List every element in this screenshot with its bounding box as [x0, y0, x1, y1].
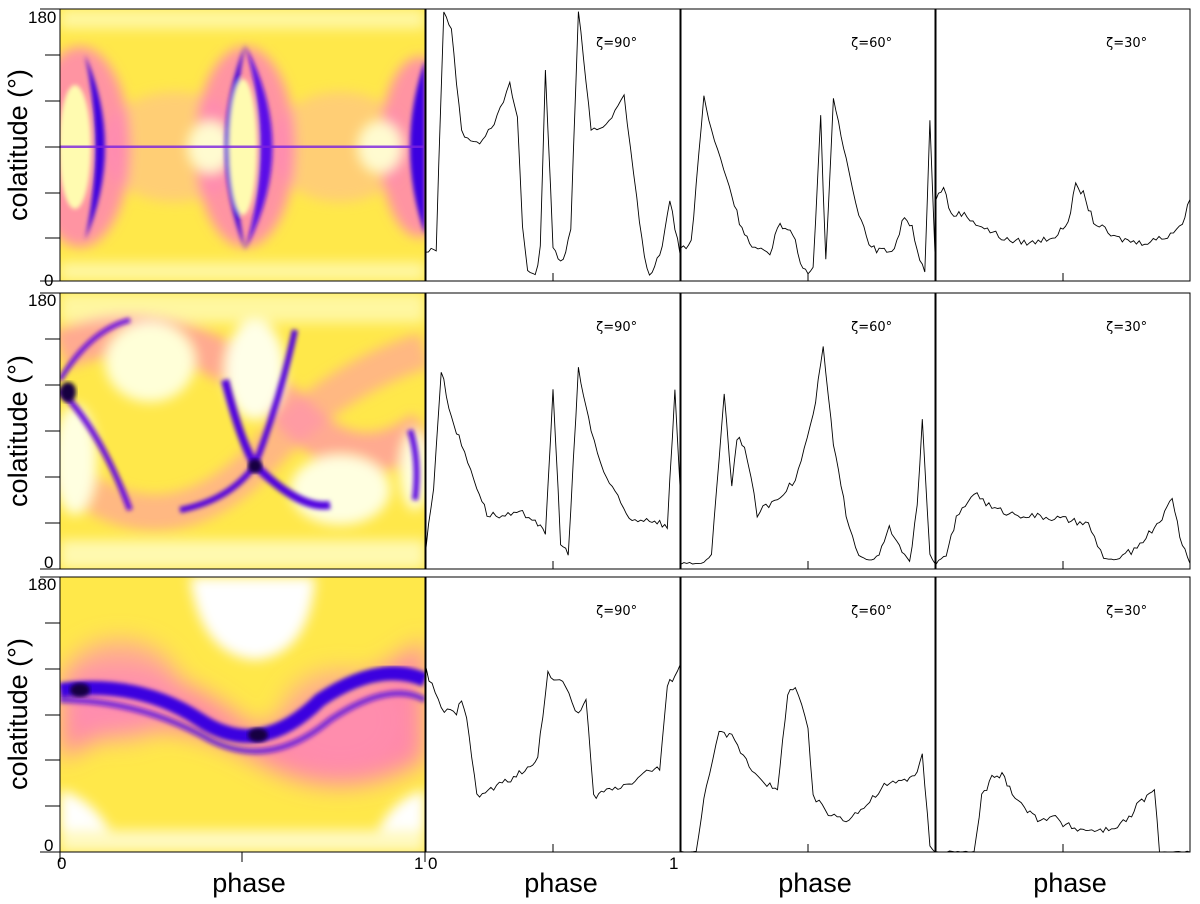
panel-frame — [425, 576, 681, 853]
x-tick-0-panel-col-1: 0 — [428, 854, 437, 873]
zeta-annotation: ζ=90° — [596, 320, 637, 335]
y-axis-label-row-1: colatitude (°) — [3, 69, 33, 221]
y-tick-180-row-3: 180 — [28, 575, 56, 594]
panel-frame — [680, 292, 936, 570]
light-curve-line — [680, 346, 936, 565]
light-curve-panel-r1-c1: ζ=90° — [425, 8, 681, 282]
x-tick-0-heatmap: 0 — [57, 854, 66, 873]
y-axis-label-row-3: colatitude (°) — [3, 638, 33, 790]
x-axis-label-col-1: phase — [524, 868, 598, 898]
light-curve-line — [425, 367, 681, 556]
light-curve-panels: ζ=90° ζ=60° ζ=30° ζ=90° ζ=60° ζ=30° ζ=90° ζ=60°… — [425, 8, 1191, 853]
x-axis-label-col-3: phase — [1033, 868, 1107, 898]
y-tick-0-row-3: 0 — [44, 836, 53, 855]
zeta-annotation: ζ=30° — [1106, 320, 1147, 335]
light-curve-panel-r1-c3: ζ=30° — [935, 8, 1191, 282]
light-curve-panel-r3-c2: ζ=60° — [680, 576, 936, 853]
heatmap-frame-row-1 — [59, 8, 426, 282]
light-curve-line — [935, 181, 1191, 246]
panel-frame — [935, 576, 1191, 853]
x-axis-label-col-2: phase — [778, 868, 852, 898]
heatmap-x-ticks — [59, 852, 426, 862]
light-curve-line — [935, 771, 1191, 853]
light-curve-line — [425, 664, 681, 800]
light-curve-line — [680, 686, 936, 853]
zeta-annotation: ζ=60° — [851, 320, 892, 335]
light-curve-line — [425, 11, 681, 276]
y-tick-180-row-1: 180 — [28, 8, 56, 27]
zeta-annotation: ζ=90° — [596, 36, 637, 51]
heatmap-row-1 — [60, 9, 425, 281]
light-curve-panel-r2-c1: ζ=90° — [425, 292, 681, 570]
panel-frame — [680, 576, 936, 853]
x-tick-1-panel-col-1: 1 — [669, 854, 678, 873]
panel-frame — [935, 8, 1191, 282]
panel-frame — [680, 8, 936, 282]
light-curve-panel-r3-c3: ζ=30° — [935, 576, 1191, 853]
heatmap-row-2 — [60, 293, 425, 569]
y-tick-0-row-2: 0 — [44, 553, 53, 572]
panel-frame — [425, 292, 681, 570]
zeta-annotation: ζ=30° — [1106, 36, 1147, 51]
y-axis-label-row-2: colatitude (°) — [3, 355, 33, 507]
light-curve-line — [935, 492, 1191, 565]
zeta-annotation: ζ=90° — [596, 604, 637, 619]
heatmap-row-3 — [60, 577, 425, 852]
panel-frame — [425, 8, 681, 282]
x-axis-label-col-0: phase — [212, 868, 286, 898]
light-curve-panel-r1-c2: ζ=60° — [680, 8, 936, 282]
zeta-annotation: ζ=60° — [851, 36, 892, 51]
y-tick-180-row-2: 180 — [28, 291, 56, 310]
zeta-annotation: ζ=60° — [851, 604, 892, 619]
light-curve-panel-r2-c2: ζ=60° — [680, 292, 936, 570]
light-curve-panel-r2-c3: ζ=30° — [935, 292, 1191, 570]
light-curve-line — [680, 95, 936, 275]
x-tick-1-heatmap: 1 — [414, 854, 423, 873]
light-curve-panel-r3-c1: ζ=90° — [425, 576, 681, 853]
panel-frame — [935, 292, 1191, 570]
zeta-annotation: ζ=30° — [1106, 604, 1147, 619]
heatmap-y-ticks — [40, 8, 60, 853]
y-tick-0-row-1: 0 — [44, 271, 53, 290]
